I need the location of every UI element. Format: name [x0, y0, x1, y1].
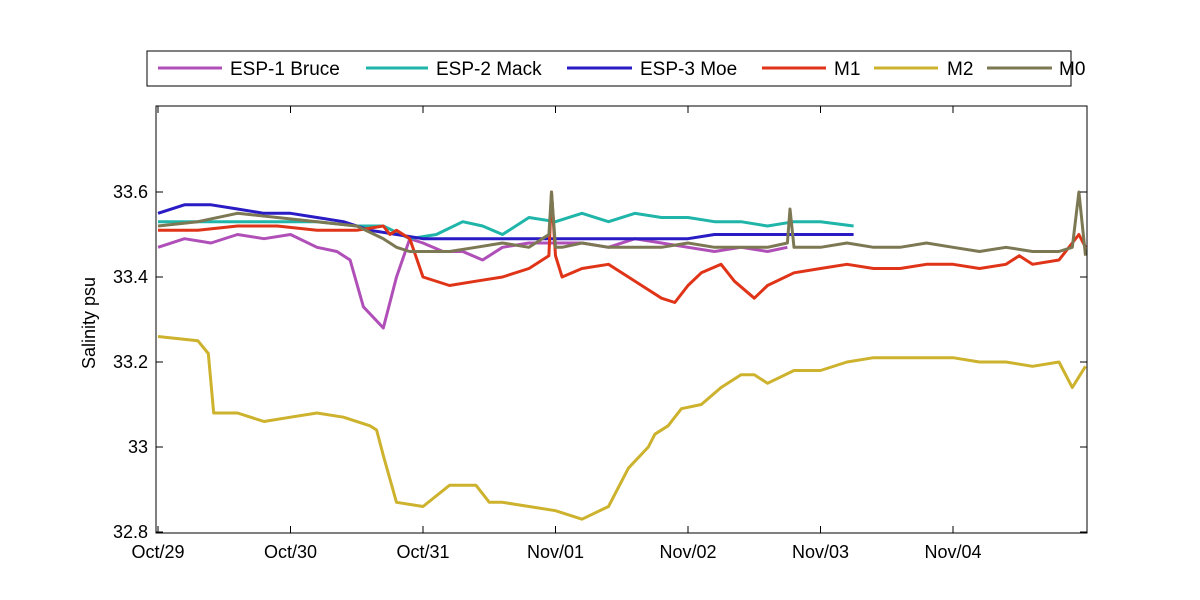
legend-entry: ESP-3 Moe — [567, 59, 737, 80]
legend-label: M0 — [1059, 59, 1085, 80]
x-tick-label: Nov/04 — [924, 542, 981, 562]
legend-label: ESP-1 Bruce — [230, 59, 340, 80]
legend: ESP-1 Bruce ESP-2 Mack ESP-3 Moe M1 M2 M0 — [146, 50, 1085, 87]
legend-label: M1 — [834, 59, 860, 80]
x-tick-label: Oct/30 — [264, 542, 317, 562]
y-tick-label: 33.4 — [113, 267, 148, 287]
x-tick-label: Nov/03 — [792, 542, 849, 562]
series-line-esp-3-moe — [157, 203, 854, 241]
legend-entry: M0 — [987, 59, 1085, 80]
y-axis-label: Salinity psu — [79, 277, 99, 369]
legend-entry: M1 — [762, 59, 860, 80]
series-line-m0 — [157, 190, 1087, 256]
legend-entry: ESP-2 Mack — [366, 59, 542, 80]
x-tick-label: Oct/29 — [131, 542, 184, 562]
x-tick-label: Nov/02 — [659, 542, 716, 562]
legend-label: ESP-3 Moe — [640, 59, 737, 80]
series-line-m1 — [158, 190, 1087, 304]
legend-label: M2 — [947, 59, 973, 80]
legend-label: ESP-2 Mack — [436, 59, 542, 80]
y-tick-label: 33 — [128, 437, 148, 457]
y-tick-label: 32.8 — [113, 522, 148, 542]
x-tick-label: Nov/01 — [527, 542, 584, 562]
y-tick-label: 33.2 — [113, 352, 148, 372]
legend-entry: M2 — [874, 59, 973, 80]
x-tick-label: Oct/31 — [396, 542, 449, 562]
legend-entry: ESP-1 Bruce — [158, 59, 340, 80]
series-line-m2 — [157, 335, 1087, 521]
plot-area: Oct/29 Oct/30 Oct/31 Nov/01 Nov/02 Nov/03 Nov/… — [113, 105, 1088, 562]
plot-frame — [155, 105, 1088, 534]
series-group — [157, 190, 1087, 521]
y-tick-label: 33.6 — [113, 182, 148, 202]
